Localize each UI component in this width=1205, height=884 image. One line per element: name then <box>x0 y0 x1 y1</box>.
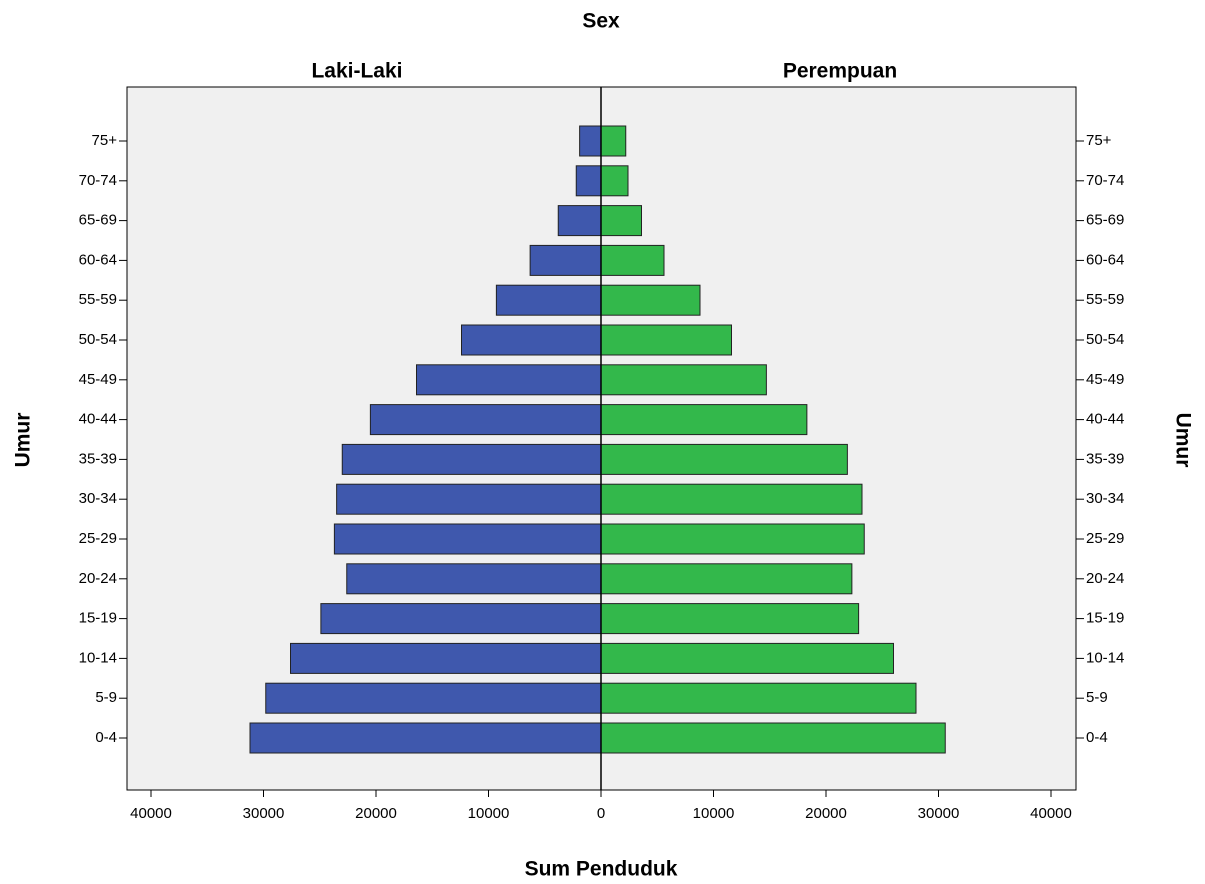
x-axis-label: Sum Penduduk <box>525 858 678 881</box>
x-tick-label: 30000 <box>243 805 285 822</box>
y-tick-label: 10-14 <box>1086 649 1124 666</box>
x-tick-label: 20000 <box>355 805 397 822</box>
bar <box>600 205 642 237</box>
bar <box>416 364 602 396</box>
y-tick-label: 70-74 <box>1086 172 1124 189</box>
y-tick-label: 30-34 <box>79 490 117 507</box>
y-tick-label: 45-49 <box>79 371 117 388</box>
bar <box>600 165 629 197</box>
y-tick-label: 25-29 <box>1086 530 1124 547</box>
bar <box>341 443 602 475</box>
bar <box>600 563 853 595</box>
bar <box>600 443 848 475</box>
y-tick-label: 20-24 <box>79 570 117 587</box>
bar <box>579 125 602 157</box>
bar <box>600 523 865 555</box>
bar <box>333 523 602 555</box>
y-tick-label: 50-54 <box>1086 331 1124 348</box>
y-tick-label: 35-39 <box>79 450 117 467</box>
y-tick-label: 55-59 <box>79 291 117 308</box>
bar <box>557 205 602 237</box>
bar <box>495 284 602 316</box>
y-tick-label: 20-24 <box>1086 570 1124 587</box>
x-tick-label: 40000 <box>1030 805 1072 822</box>
y-tick-label: 60-64 <box>1086 251 1124 268</box>
y-tick-label: 45-49 <box>1086 371 1124 388</box>
bar <box>320 603 602 635</box>
panel-title: Laki-Laki <box>311 60 402 83</box>
bar <box>265 682 602 714</box>
x-tick-label: 30000 <box>918 805 960 822</box>
y-tick-label: 70-74 <box>79 172 117 189</box>
y-tick-label: 40-44 <box>1086 411 1124 428</box>
y-tick-label: 15-19 <box>1086 610 1124 627</box>
y-tick-label: 60-64 <box>79 251 117 268</box>
bar <box>336 483 602 515</box>
chart-title: Sex <box>582 10 620 33</box>
x-tick-label: 0 <box>597 805 605 822</box>
bar <box>600 483 863 515</box>
y-tick-label: 50-54 <box>79 331 117 348</box>
bar <box>600 722 946 754</box>
y-tick-label: 75+ <box>1086 132 1112 149</box>
bar <box>290 642 602 674</box>
y-tick-label: 40-44 <box>79 411 117 428</box>
y-tick-label: 5-9 <box>95 689 117 706</box>
y-tick-label: 25-29 <box>79 530 117 547</box>
y-tick-label: 15-19 <box>79 610 117 627</box>
bar <box>600 642 894 674</box>
y-tick-label: 10-14 <box>79 649 117 666</box>
y-tick-label: 30-34 <box>1086 490 1124 507</box>
bar <box>249 722 602 754</box>
x-tick-label: 10000 <box>468 805 510 822</box>
bar <box>529 244 602 276</box>
x-tick-label: 20000 <box>805 805 847 822</box>
bar <box>461 324 602 356</box>
y-axis-label: Umur <box>12 413 35 468</box>
y-tick-label: 0-4 <box>95 729 117 746</box>
y-tick-label: 65-69 <box>79 212 117 229</box>
bar <box>346 563 602 595</box>
bar <box>575 165 602 197</box>
bar <box>600 404 808 436</box>
y-tick-label: 0-4 <box>1086 729 1108 746</box>
x-tick-label: 40000 <box>130 805 172 822</box>
y-tick-label: 55-59 <box>1086 291 1124 308</box>
bar <box>369 404 602 436</box>
y-tick-label: 35-39 <box>1086 450 1124 467</box>
y-tick-label: 5-9 <box>1086 689 1108 706</box>
bar <box>600 125 627 157</box>
panel-title: Perempuan <box>783 60 897 83</box>
bar <box>600 324 732 356</box>
bar <box>600 284 701 316</box>
x-tick-label: 10000 <box>693 805 735 822</box>
y-tick-label: 65-69 <box>1086 212 1124 229</box>
bar <box>600 682 917 714</box>
y-tick-label: 75+ <box>92 132 118 149</box>
bar <box>600 244 665 276</box>
bar <box>600 603 860 635</box>
bar <box>600 364 767 396</box>
y-axis-label: Umur <box>1171 413 1194 468</box>
